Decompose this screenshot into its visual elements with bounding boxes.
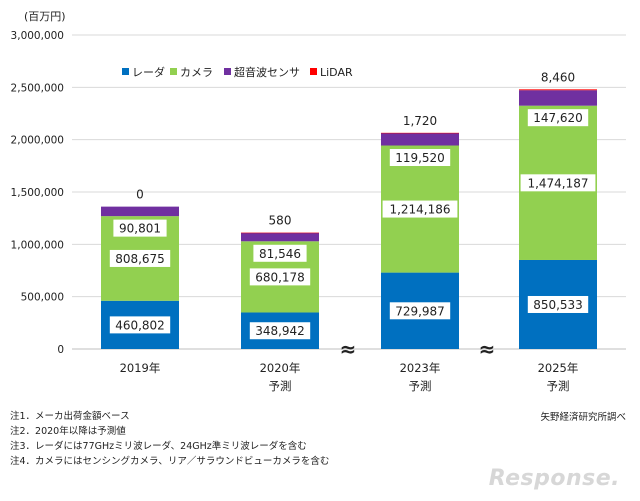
footnote-4: 注4．カメラにはセンシングカメラ、リア／サラウンドビューカメラを含む — [10, 456, 330, 467]
bar-segment — [381, 132, 459, 134]
data-label-box — [109, 249, 171, 267]
data-label-box — [249, 322, 311, 340]
x-category-sublabel: 予測 — [547, 379, 570, 393]
axis-break-mark: ≈ — [340, 337, 357, 361]
data-label-lidar: 0 — [136, 188, 144, 202]
data-label-lidar: 580 — [269, 214, 292, 228]
data-label-lidar: 8,460 — [541, 70, 575, 84]
data-label-box — [520, 174, 596, 192]
legend-swatch — [122, 68, 129, 75]
y-tick-label: 2,000,000 — [11, 135, 64, 147]
data-label: 119,520 — [395, 151, 445, 165]
data-label-box — [527, 295, 589, 313]
bars — [101, 89, 597, 349]
legend-label: レーダ — [132, 65, 165, 79]
legend-label: カメラ — [180, 66, 213, 79]
data-label-box — [382, 200, 458, 218]
bar-segment — [101, 206, 179, 217]
footnotes: 注1．メーカ出荷金額ベース 注2．2020年以降は予測値 注3．レーダには77G… — [10, 409, 329, 469]
stacked-bar-chart: (百万円) 0 500,000 1,000,000 1,500,000 2,000,00… — [11, 10, 626, 393]
y-tick-label: 1,000,000 — [11, 239, 64, 251]
footnote-3: 注3．レーダには77GHzミリ波レーダ、24GHz準ミリ波レーダを含む — [10, 441, 307, 452]
watermark-logo: Response. — [488, 466, 620, 491]
y-tick-label: 2,500,000 — [11, 82, 64, 94]
legend: レーダ カメラ 超音波センサ LiDAR — [122, 65, 353, 79]
y-tick-label: 1,500,000 — [11, 187, 64, 199]
y-tick-label: 500,000 — [21, 292, 64, 304]
x-category-sublabel: 予測 — [409, 379, 432, 393]
footnote-2: 注2．2020年以降は予測値 — [10, 426, 126, 437]
x-category-label: 2023年 — [400, 361, 441, 375]
legend-swatch — [224, 68, 231, 75]
data-label: 348,942 — [255, 324, 305, 338]
data-label-box — [253, 244, 307, 262]
source-credit: 矢野経済研究所調べ — [540, 412, 626, 423]
data-label-box — [389, 302, 451, 320]
data-label: 90,801 — [119, 222, 161, 236]
bar-segment — [381, 133, 459, 146]
data-label-box — [527, 109, 589, 127]
bar-segment — [241, 232, 319, 242]
data-labels: 460,802 808,675 90,801 0 348,942 680,178 81,54… — [109, 70, 596, 340]
data-label: 460,802 — [115, 318, 165, 332]
bar-segment — [241, 232, 319, 234]
x-category-label: 2025年 — [538, 361, 579, 375]
bar-segment — [519, 89, 597, 91]
data-label-box — [249, 268, 311, 286]
data-label-box — [109, 316, 171, 334]
footnote-1: 注1．メーカ出荷金額ベース — [10, 411, 130, 422]
y-axis-tick-labels: 0 500,000 1,000,000 1,500,000 2,000,000 2,500… — [11, 30, 64, 356]
axis-break-mark: ≈ — [479, 337, 496, 361]
y-axis-unit-label: (百万円) — [24, 10, 66, 23]
y-tick-label: 0 — [57, 344, 64, 356]
legend-label: 超音波センサ — [234, 65, 300, 79]
data-label: 680,178 — [255, 270, 305, 284]
data-label: 808,675 — [115, 252, 165, 266]
y-tick-label: 3,000,000 — [11, 30, 64, 42]
legend-label: LiDAR — [320, 66, 353, 79]
data-label: 729,987 — [395, 304, 445, 318]
legend-swatch — [170, 68, 177, 75]
data-label: 147,620 — [533, 111, 583, 125]
x-category-sublabel: 予測 — [269, 379, 292, 393]
data-label: 81,546 — [259, 247, 301, 261]
x-category-label: 2020年 — [260, 361, 301, 375]
data-label: 1,474,187 — [527, 176, 588, 190]
legend-swatch — [310, 68, 317, 75]
axis-break-marks: ≈ ≈ — [340, 337, 496, 361]
data-label: 850,533 — [533, 298, 583, 312]
x-category-label: 2019年 — [120, 361, 161, 375]
data-label-lidar: 1,720 — [403, 114, 437, 128]
bar-segment — [519, 90, 597, 106]
data-label-box — [389, 149, 451, 167]
data-label: 1,214,186 — [389, 203, 450, 217]
data-label-box — [113, 219, 167, 237]
